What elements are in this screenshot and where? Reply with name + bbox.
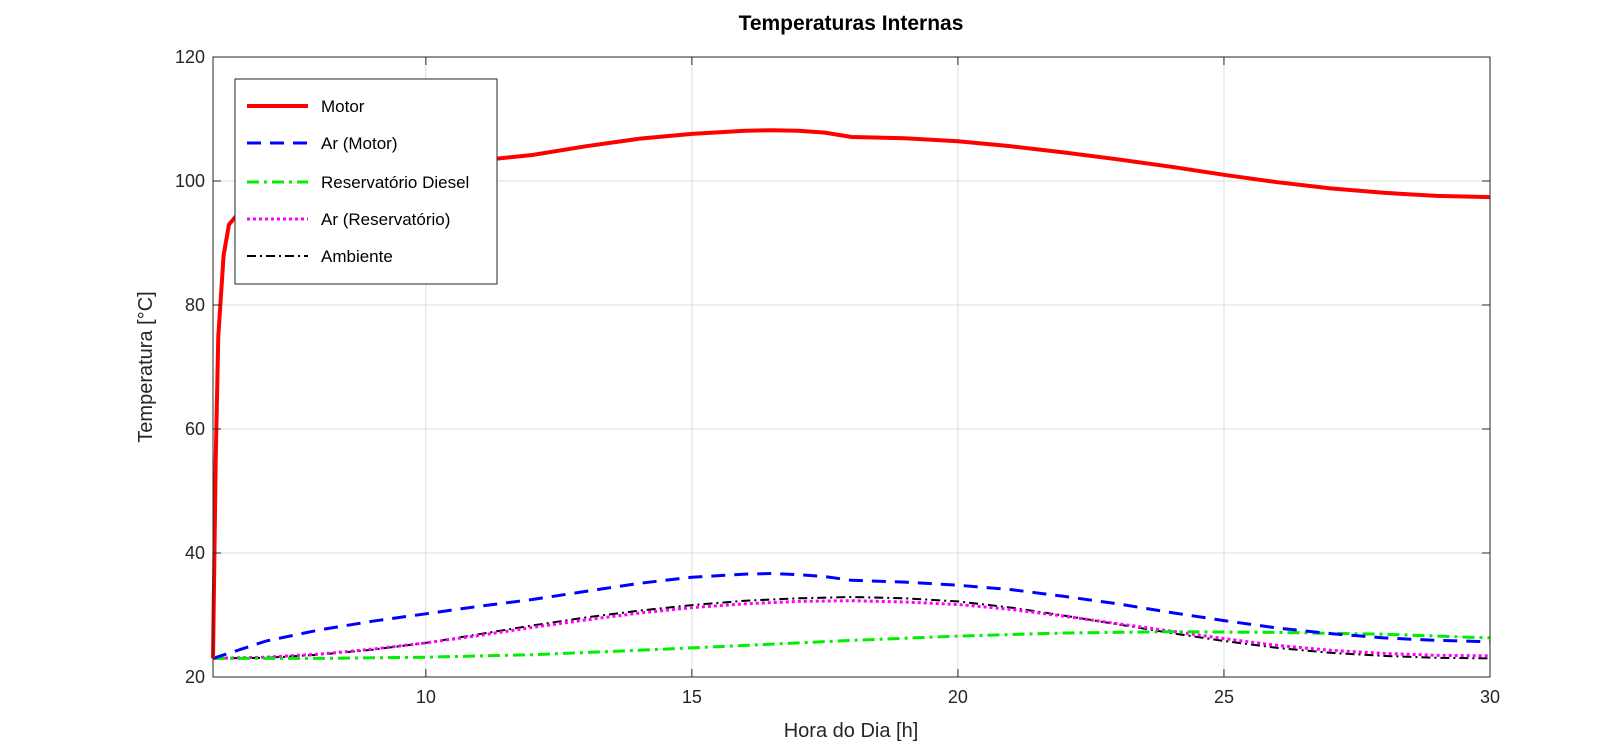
y-tick-label: 80: [185, 295, 205, 315]
x-tick-label: 30: [1480, 687, 1500, 707]
y-tick-label: 120: [175, 47, 205, 67]
y-tick-label: 60: [185, 419, 205, 439]
legend: Motor Ar (Motor) Reservatório Diesel Ar (Re…: [234, 78, 498, 285]
plot-frame: [212, 56, 1491, 678]
series-line-ar-motor: [212, 572, 1491, 660]
chart-title: Temperaturas Internas: [739, 12, 964, 35]
ticks: 10 15 20 25 30 20 40 60 80 100 120: [175, 47, 1500, 707]
x-tick-label: 10: [416, 687, 436, 707]
legend-label: Ambiente: [321, 247, 393, 266]
x-tick-label: 20: [948, 687, 968, 707]
legend-label: Ar (Motor): [321, 134, 398, 153]
series-line-ambiente: [212, 596, 1491, 660]
legend-label: Ar (Reservatório): [321, 210, 450, 229]
series-line-ar-reservat-rio: [212, 599, 1491, 660]
y-tick-label: 40: [185, 543, 205, 563]
x-tick-label: 15: [682, 687, 702, 707]
x-tick-label: 25: [1214, 687, 1234, 707]
y-axis-label: Temperatura [°C]: [135, 291, 157, 442]
y-tick-label: 100: [175, 171, 205, 191]
legend-label: Reservatório Diesel: [321, 173, 469, 192]
x-axis-label: Hora do Dia [h]: [784, 720, 919, 742]
y-tick-label: 20: [185, 667, 205, 687]
legend-label: Motor: [321, 97, 365, 116]
